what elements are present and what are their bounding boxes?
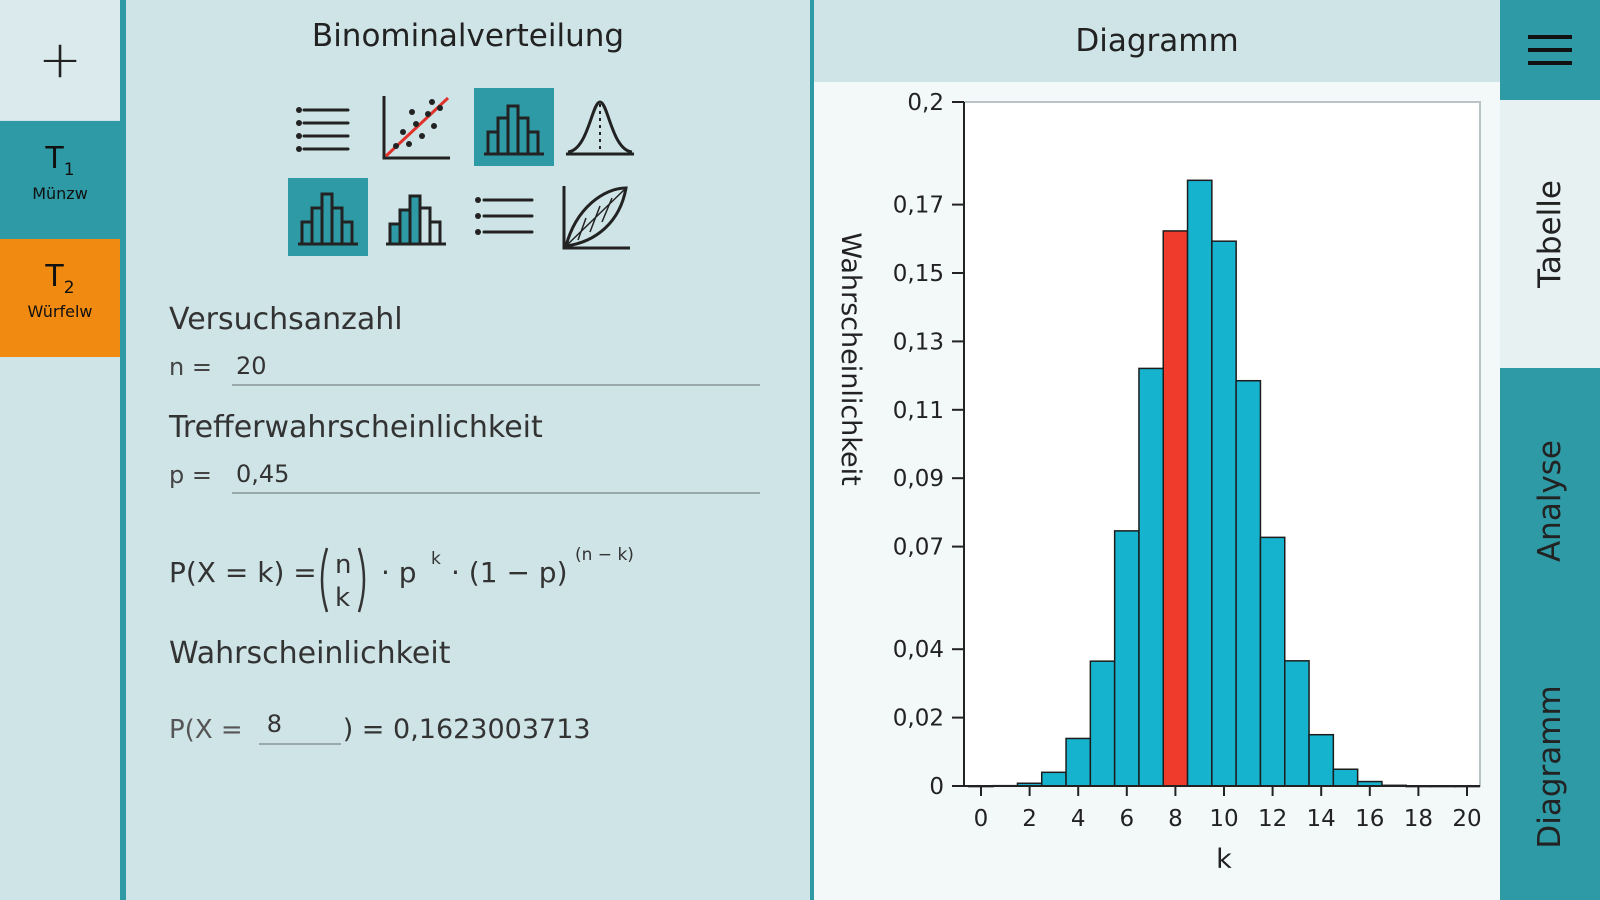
p-prefix: p = <box>169 461 212 489</box>
binomial-top: n <box>335 550 351 580</box>
trials-input[interactable] <box>232 348 760 386</box>
x-tick-label: 18 <box>1404 806 1433 832</box>
normal-curve-icon[interactable] <box>560 88 640 166</box>
binomial-formula: P(X = k) = n k · p k · (1 − p) (n − k) <box>169 540 769 620</box>
y-tick-label: 0,2 <box>907 90 944 116</box>
x-tick-label: 6 <box>1119 806 1134 832</box>
y-tick-label: 0,04 <box>893 637 944 663</box>
bar <box>1235 379 1262 787</box>
menu-button[interactable] <box>1500 0 1600 100</box>
x-tick-label: 20 <box>1452 806 1481 832</box>
x-tick-label: 2 <box>1022 806 1037 832</box>
result-line: P(X = ) = 0,1623003713 <box>169 705 591 745</box>
bar <box>1113 530 1140 787</box>
x-axis-label: k <box>1216 844 1232 875</box>
y-tick-label: 0,11 <box>893 398 944 424</box>
probability-label: Trefferwahrscheinlichkeit <box>169 410 543 445</box>
x-tick-label: 12 <box>1258 806 1287 832</box>
tab-label: Tabelle <box>1532 180 1568 288</box>
binomial-bottom: k <box>335 583 350 613</box>
k-input[interactable] <box>258 705 341 745</box>
bar <box>1041 771 1067 787</box>
table-tab-label: Münzw <box>32 184 88 203</box>
view-tab-rail: Tabelle Analyse Diagramm <box>1500 0 1600 900</box>
table-tab-number: T <box>45 141 64 176</box>
bar <box>1332 768 1359 787</box>
tab-analyse[interactable]: Analyse <box>1500 368 1600 634</box>
x-tick-label: 0 <box>974 806 989 832</box>
lens-curve-icon[interactable] <box>556 178 636 256</box>
trials-label: Versuchsanzahl <box>169 302 403 337</box>
bar <box>1211 240 1237 787</box>
formula-term-p: · p <box>381 556 417 589</box>
bar <box>1186 179 1213 787</box>
tab-label: Analyse <box>1532 439 1568 563</box>
y-tick-label: 0,17 <box>893 193 944 219</box>
list-detail-icon[interactable] <box>466 178 546 256</box>
y-tick-label: 0,13 <box>893 329 944 355</box>
formula-exponent-nk: (n − k) <box>575 545 634 565</box>
result-label: Wahrscheinlichkeit <box>169 636 451 671</box>
x-axis: 0 2 4 6 8 10 12 14 16 18 20 <box>974 786 1482 832</box>
scatter-regression-icon[interactable] <box>376 88 456 166</box>
list-icon[interactable] <box>286 88 366 166</box>
plus-icon: + <box>38 30 82 90</box>
y-axis: 0 0,02 0,04 0,07 0,09 0,11 0,13 0,15 0,17 0,2 <box>893 90 964 800</box>
y-tick-label: 0,07 <box>893 535 944 561</box>
result-value: ) = 0,1623003713 <box>342 714 591 745</box>
table-tab-index: 1 <box>63 160 75 180</box>
bar <box>1138 367 1165 787</box>
rail-divider <box>120 0 126 900</box>
bar-highlighted <box>1162 230 1189 787</box>
chart-panel: Diagramm 0 0,02 0,04 0,07 0,09 0,11 0,13 0,15 0,… <box>814 0 1500 900</box>
formula-term-q: · (1 − p) <box>451 556 568 589</box>
x-tick-label: 4 <box>1071 806 1086 832</box>
table-tab-number: T <box>45 259 64 294</box>
bar <box>1308 733 1335 787</box>
probability-histogram: 0 0,02 0,04 0,07 0,09 0,11 0,13 0,15 0,17 0,2 0 2 4… <box>835 90 1482 875</box>
histogram-icon[interactable] <box>474 88 554 166</box>
table-tab-rail: + T1 Münzw T2 Würfelw <box>0 0 120 900</box>
table-tab-label: Würfelw <box>27 302 93 321</box>
y-tick-label: 0,15 <box>893 261 944 287</box>
x-tick-label: 8 <box>1168 806 1183 832</box>
bar <box>1259 536 1286 787</box>
x-tick-label: 10 <box>1209 806 1238 832</box>
formula-exponent-k: k <box>431 549 441 569</box>
formula-lhs: P(X = k) = <box>169 556 317 589</box>
y-axis-label: Wahrscheinlichkeit <box>835 232 866 485</box>
hamburger-icon <box>1528 35 1572 65</box>
tab-diagramm[interactable]: Diagramm <box>1500 634 1600 900</box>
binomial-histogram-icon[interactable] <box>288 178 368 256</box>
table-tab-index: 2 <box>63 278 75 298</box>
cumulative-histogram-icon[interactable] <box>376 178 456 256</box>
bars <box>968 179 1480 788</box>
bar <box>1089 660 1116 787</box>
result-prefix: P(X = <box>169 715 243 745</box>
y-tick-label: 0 <box>929 774 944 800</box>
bar <box>1284 660 1310 787</box>
panel-title: Binominalverteilung <box>311 18 625 54</box>
table-tab-t2[interactable]: T2 Würfelw <box>0 239 120 357</box>
panel-divider <box>810 0 814 900</box>
tab-label: Diagramm <box>1532 685 1568 849</box>
x-tick-label: 14 <box>1307 806 1336 832</box>
tab-tabelle[interactable]: Tabelle <box>1500 100 1600 368</box>
n-prefix: n = <box>169 353 212 381</box>
add-table-button[interactable]: + <box>0 0 120 120</box>
y-tick-label: 0,09 <box>893 466 944 492</box>
table-tab-t1[interactable]: T1 Münzw <box>0 121 120 239</box>
probability-input[interactable] <box>232 456 760 494</box>
y-tick-label: 0,02 <box>893 706 944 732</box>
bar <box>1065 737 1092 787</box>
chart-header: Diagramm <box>814 0 1500 82</box>
distribution-settings-panel: Binominalverteilung <box>126 0 810 900</box>
x-tick-label: 16 <box>1355 806 1384 832</box>
